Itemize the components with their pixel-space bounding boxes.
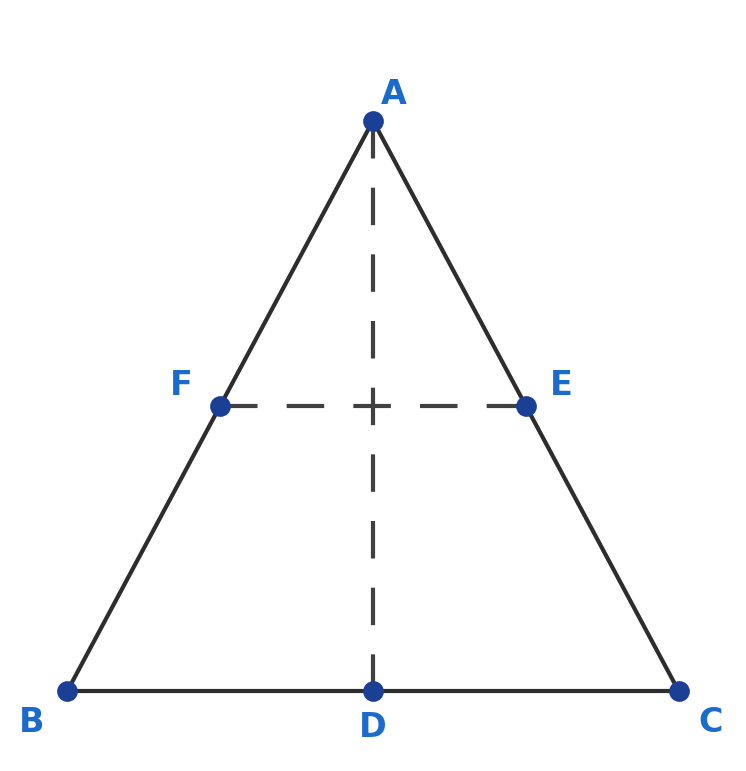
Text: D: D — [359, 711, 387, 744]
Point — [367, 115, 379, 127]
Text: E: E — [551, 369, 573, 402]
Text: A: A — [381, 78, 407, 111]
Text: F: F — [170, 369, 192, 402]
Point — [367, 685, 379, 698]
Text: C: C — [698, 706, 722, 739]
Point — [61, 685, 73, 698]
Text: B: B — [19, 706, 44, 739]
Point — [214, 400, 226, 412]
Point — [673, 685, 685, 698]
Point — [520, 400, 532, 412]
